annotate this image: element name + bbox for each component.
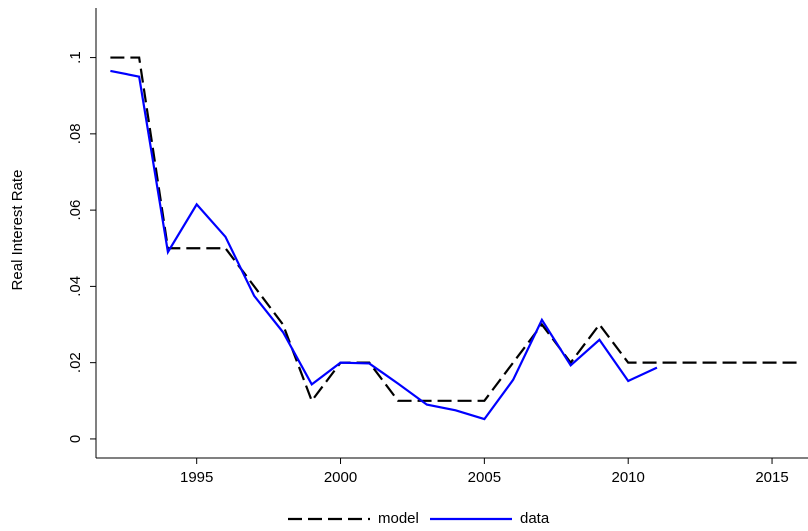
y-tick-label: .1	[67, 51, 84, 64]
x-tick-label: 1995	[180, 469, 213, 486]
legend-label: data	[520, 510, 550, 527]
x-tick-label: 2010	[612, 469, 645, 486]
y-tick-label: 0	[67, 435, 84, 443]
x-tick-label: 2015	[755, 469, 788, 486]
series-line	[110, 69, 658, 421]
y-tick-label: .08	[67, 123, 84, 144]
x-tick-label: 2000	[324, 469, 357, 486]
y-tick-label: .04	[67, 276, 84, 297]
y-tick-label: .06	[67, 200, 84, 221]
y-axis-label: Real Interest Rate	[9, 170, 26, 291]
x-tick-label: 2005	[468, 469, 501, 486]
y-tick-label: .02	[67, 352, 84, 373]
legend-label: model	[378, 510, 419, 527]
series-line	[110, 56, 801, 404]
